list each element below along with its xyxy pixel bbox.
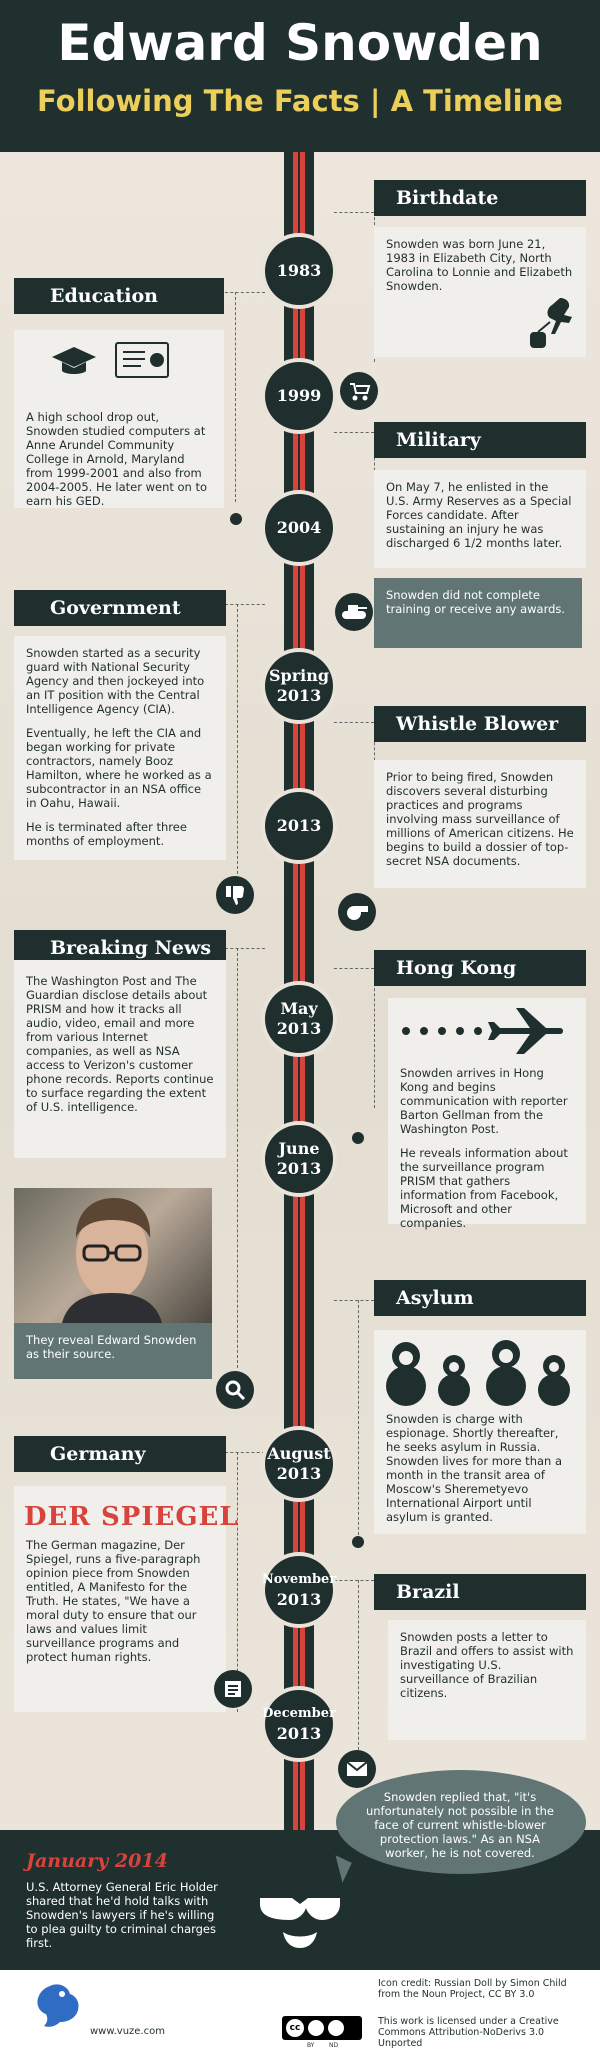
- site-url[interactable]: www.vuze.com: [90, 2026, 165, 2037]
- breaking-news-card: The Washington Post and The Guardian dis…: [14, 960, 226, 1158]
- cc-nd-label: ND: [329, 2042, 339, 2049]
- timeline-dot: [230, 513, 242, 525]
- year-node-august-2013: August 2013: [265, 1430, 333, 1498]
- government-card: Snowden started as a security guard with…: [14, 636, 226, 860]
- education-label: Education: [14, 278, 224, 314]
- envelope-icon: [338, 1750, 376, 1788]
- connector: [237, 604, 238, 874]
- connector: [237, 1452, 238, 1712]
- cc-by-label: BY: [307, 2042, 315, 2049]
- connector: [334, 1580, 374, 1581]
- year-node-spring-2013: Spring 2013: [265, 652, 333, 720]
- hong-kong-label: Hong Kong: [374, 950, 586, 986]
- connector: [358, 1580, 359, 1760]
- whistle-icon: [338, 893, 376, 931]
- brazil-text: Snowden posts a letter to Brazil and off…: [400, 1630, 574, 1700]
- connector: [237, 948, 238, 1368]
- germany-card: The German magazine, Der Spiegel, runs a…: [14, 1486, 226, 1712]
- asylum-text: Snowden is charge with espionage. Shortl…: [386, 1412, 563, 1524]
- airplane-icon: [400, 1006, 570, 1060]
- newspaper-icon: [214, 1670, 252, 1708]
- january-2014-text: U.S. Attorney General Eric Holder shared…: [26, 1880, 218, 1950]
- education-card: A high school drop out, Snowden studied …: [14, 330, 224, 508]
- military-label: Military: [374, 422, 586, 458]
- connector: [334, 968, 374, 969]
- january-2014-label: January 2014: [26, 1850, 168, 1872]
- connector: [225, 948, 265, 949]
- quote-bubble: [336, 1770, 586, 1874]
- header-banner: Edward Snowden Following The Facts | A T…: [0, 0, 600, 152]
- whistle-blower-label: Whistle Blower: [374, 706, 586, 742]
- year-node-1999: 1999: [265, 362, 333, 430]
- stroller-icon: [340, 372, 378, 410]
- creative-commons-icon: cc: [282, 2016, 362, 2040]
- breaking-news-caption: They reveal Edward Snowden as their sour…: [14, 1323, 212, 1379]
- brazil-card: Snowden posts a letter to Brazil and off…: [388, 1620, 586, 1740]
- page-title: Edward Snowden: [57, 14, 543, 72]
- government-text-3: He is terminated after three months of e…: [26, 820, 187, 848]
- military-note: Snowden did not complete training or rec…: [374, 578, 582, 648]
- hong-kong-card: Snowden arrives in Hong Kong and begins …: [388, 998, 586, 1230]
- snowden-photo: [14, 1188, 212, 1323]
- year-node-1983: 1983: [265, 237, 333, 305]
- connector: [374, 968, 375, 1108]
- brazil-label: Brazil: [374, 1574, 586, 1610]
- magnifier-icon: [216, 1371, 254, 1409]
- frog-logo-icon: [30, 1978, 88, 2040]
- connector: [334, 212, 374, 213]
- year-node-december-2013: December 2013: [262, 1690, 336, 1758]
- birthdate-label: Birthdate: [374, 180, 586, 216]
- year-node-may-2013: May 2013: [265, 985, 333, 1053]
- quote-bubble-text: Snowden replied that, "it's unfortunatel…: [365, 1790, 554, 1860]
- connector: [225, 292, 265, 293]
- graduation-cap-icon: [50, 345, 98, 385]
- whistle-blower-card: Prior to being fired, Snowden discovers …: [374, 760, 586, 888]
- birthdate-card: Snowden was born June 21, 1983 in Elizab…: [374, 227, 586, 357]
- connector: [334, 722, 374, 723]
- birthdate-text: Snowden was born June 21, 1983 in Elizab…: [386, 237, 573, 293]
- timeline-dot: [352, 1536, 364, 1548]
- diploma-icon: [115, 342, 169, 386]
- timeline-dot: [352, 1132, 364, 1144]
- education-text: A high school drop out, Snowden studied …: [26, 410, 208, 508]
- asylum-label: Asylum: [374, 1280, 586, 1316]
- page-subtitle: Following The Facts | A Timeline: [37, 84, 563, 118]
- hong-kong-text-1: Snowden arrives in Hong Kong and begins …: [400, 1066, 568, 1136]
- thumbs-down-icon: [216, 876, 254, 914]
- government-text-1: Snowden started as a security guard with…: [26, 646, 205, 716]
- connector: [334, 432, 374, 433]
- connector: [358, 1300, 359, 1540]
- military-card: On May 7, he enlisted in the U.S. Army R…: [374, 470, 586, 568]
- whistle-blower-text: Prior to being fired, Snowden discovers …: [386, 770, 574, 868]
- military-text: On May 7, he enlisted in the U.S. Army R…: [386, 480, 572, 550]
- icon-credit-text: Icon credit: Russian Doll by Simon Child…: [378, 1978, 567, 2000]
- military-note-text: Snowden did not complete training or rec…: [386, 588, 566, 616]
- stork-icon: [530, 292, 580, 356]
- germany-text: The German magazine, Der Spiegel, runs a…: [26, 1538, 201, 1664]
- license-text[interactable]: This work is licensed under a Creative C…: [378, 2016, 559, 2049]
- timeline-spine-center: [298, 152, 300, 1972]
- year-node-2013: 2013: [265, 792, 333, 860]
- breaking-news-caption-text: They reveal Edward Snowden as their sour…: [26, 1333, 197, 1361]
- russian-doll-icon: [382, 1338, 578, 1410]
- der-spiegel-logo: DER SPIEGEL: [24, 1502, 239, 1532]
- connector: [225, 1452, 265, 1453]
- connector: [225, 604, 265, 605]
- breaking-news-text: The Washington Post and The Guardian dis…: [26, 974, 214, 1114]
- germany-label: Germany: [14, 1436, 226, 1472]
- connector: [334, 1300, 374, 1301]
- hong-kong-text-2: He reveals information about the surveil…: [400, 1146, 568, 1230]
- year-node-june-2013: June 2013: [265, 1125, 333, 1193]
- connector: [235, 292, 236, 502]
- year-node-2004: 2004: [265, 494, 333, 562]
- government-label: Government: [14, 590, 226, 626]
- year-node-november-2013: November 2013: [262, 1556, 336, 1624]
- snowden-face-icon: [255, 1890, 345, 1964]
- tank-icon: [335, 593, 373, 631]
- government-text-2: Eventually, he left the CIA and began wo…: [26, 726, 212, 810]
